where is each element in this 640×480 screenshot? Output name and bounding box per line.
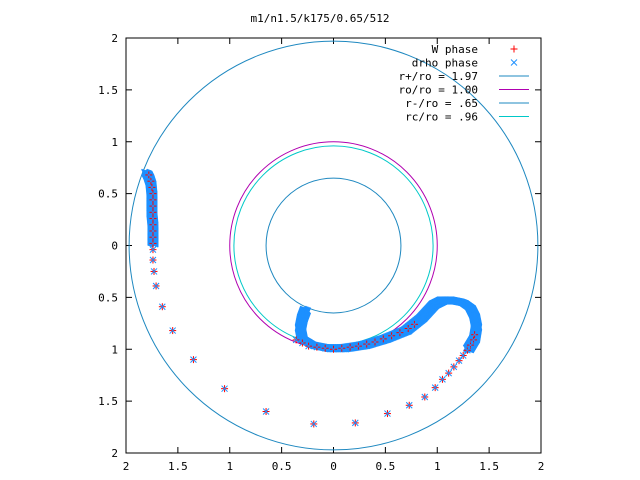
x-tick-label: 1	[226, 460, 233, 473]
y-tick-label: 1	[111, 136, 118, 149]
y-tick-label: 0.5	[98, 291, 118, 304]
x-tick-label: 1	[434, 460, 441, 473]
circle-r-ro-65	[265, 177, 402, 314]
x-tick-label: 0.5	[272, 460, 292, 473]
y-tick-label: 0	[111, 240, 118, 253]
circle-series-layer	[128, 40, 539, 451]
plot-frame	[125, 37, 542, 454]
y-tick-label: 0.5	[98, 188, 118, 201]
circle-ro-ro-1-00	[229, 141, 438, 350]
y-tick-label: 1	[111, 343, 118, 356]
circle-r-ro-1-97	[128, 40, 539, 451]
circle-rc-ro-96	[233, 145, 434, 346]
y-tick-label: 1.5	[98, 395, 118, 408]
x-tick-label: 2	[123, 460, 130, 473]
x-tick-label: 0.5	[375, 460, 395, 473]
y-tick-label: 1.5	[98, 84, 118, 97]
x-tick-label: 1.5	[168, 460, 188, 473]
y-tick-label: 2	[111, 447, 118, 460]
dense-scatter-layer	[141, 168, 483, 354]
chart-title: m1/n1.5/k175/0.65/512	[250, 12, 389, 25]
y-tick-label: 2	[111, 32, 118, 45]
x-tick-label: 1.5	[479, 460, 499, 473]
x-tick-label: 2	[538, 460, 545, 473]
x-tick-label: 0	[330, 460, 337, 473]
